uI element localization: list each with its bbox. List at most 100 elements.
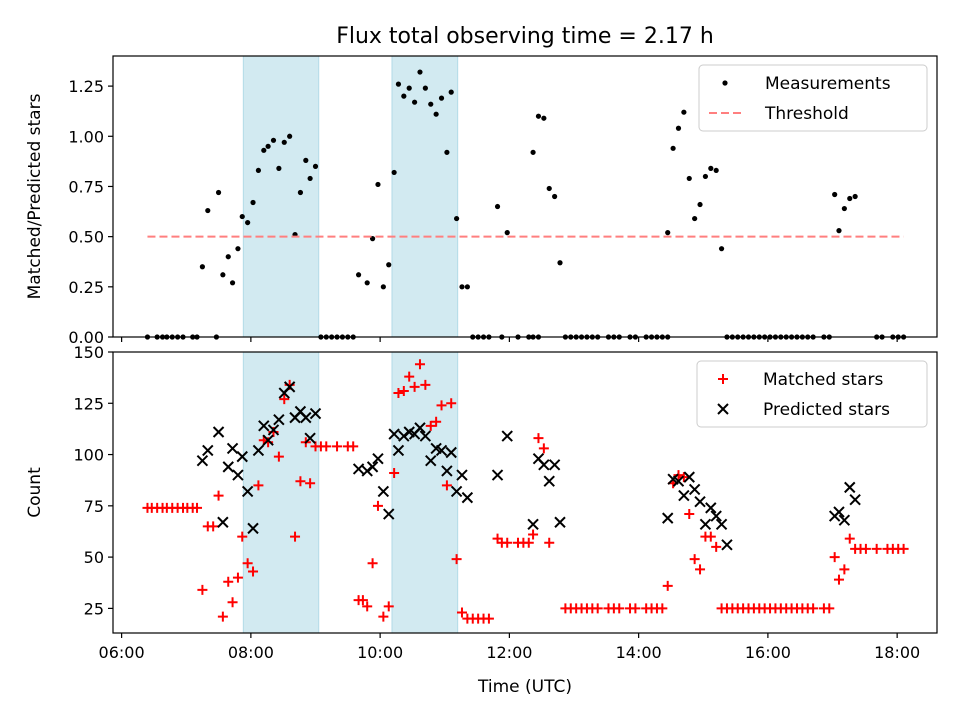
ratio-panel: 0.00 0.25 0.50 0.75 1.00 1.25 Matched/Predicte… [25,55,938,347]
measurement-point [245,219,251,226]
measurement-point [595,334,601,340]
matched-stars-point [689,554,700,565]
series-predicted-stars [196,381,861,551]
predicted-stars-point [377,485,390,498]
legend: Measurements Threshold [698,64,928,132]
matched-stars-point [404,371,415,382]
y-tick-label: 75 [84,497,104,516]
measurement-point [541,115,547,121]
matched-stars-point [538,443,549,454]
measurement-point [401,93,407,99]
matched-stars-point [208,521,219,532]
measurement-point [745,334,752,340]
matched-stars-point [695,564,706,575]
measurement-point [821,334,827,340]
y-tick-label: 50 [84,548,104,567]
predicted-stars-point [212,426,225,438]
measurement-point [589,334,595,340]
measurement-point [810,334,816,340]
matched-stars-point [824,603,835,614]
predicted-stars-point [705,502,717,514]
predicted-stars-point [262,434,274,446]
measurement-point [713,167,719,174]
matched-stars-point [192,502,203,513]
measurement-point [794,334,800,340]
measurement-point [194,334,200,340]
measurement-point [686,175,692,182]
matched-stars-point [436,400,447,411]
predicted-stars-point [383,508,395,520]
measurement-point [681,109,687,115]
measurement-point [616,334,622,340]
matched-stars-point [378,611,389,622]
matched-stars-point [420,379,431,390]
measurement-point [312,163,319,169]
predicted-stars-point [222,461,234,473]
measurement-point [144,334,151,340]
predicted-stars-point [844,481,856,494]
predicted-stars-point [715,518,728,530]
y-tick-label: 125 [73,394,104,413]
matched-stars-point [844,533,855,544]
measurement-point [422,85,428,91]
measurement-point [391,169,397,176]
y-tick-label: 100 [73,446,104,465]
measurement-point [270,137,277,143]
matched-stars-point [279,394,290,405]
measurement-point [297,189,304,196]
count-panel: 25 50 75 100 125 150 06:00 08:00 10:00 12:00 14:00… [25,343,938,662]
measurement-point [665,230,671,236]
predicted-stars-point [304,432,316,444]
predicted-stars-point [683,471,695,483]
predicted-stars-point [309,407,322,420]
matched-stars-point [367,558,378,569]
y-tick-label: 25 [84,599,104,618]
predicted-stars-point [283,381,296,393]
measurement-point [702,173,709,180]
measurement-point [486,334,492,340]
predicted-stars-point [252,444,265,457]
predicted-stars-point [678,489,690,502]
matched-stars-point [446,398,457,409]
measurement-point [395,81,402,87]
matched-stars-point [362,601,373,612]
matched-stars-point [197,584,208,595]
matched-stars-point [705,531,716,542]
measurement-point [799,334,805,340]
measurement-point [433,111,439,117]
matched-stars-point [305,478,316,489]
measurement-point [740,334,746,340]
measurement-point [895,334,901,340]
matched-stars-point [348,441,359,452]
measurement-point [339,334,346,340]
measurement-point [334,334,340,340]
legend-label: Matched stars [763,370,883,390]
measurement-point [535,113,542,119]
measurement-point [494,203,501,210]
predicted-stars-point [501,430,513,442]
measurement-point [832,191,838,198]
predicted-stars-point [247,522,259,535]
measurement-point [562,334,568,340]
legend-predicted-swatch [717,403,729,415]
matched-stars-point [483,613,494,624]
matched-stars-point [389,468,400,479]
predicted-stars-point [236,450,248,463]
measurement-point [250,199,256,206]
measurement-point [665,334,671,340]
matched-stars-point [592,603,603,614]
predicted-stars-point [554,516,566,528]
legend-label: Predicted stars [763,400,890,420]
matched-stars-point [544,537,555,548]
predicted-stars-point [392,444,405,457]
matched-stars-point [217,611,228,622]
matched-stars-point [321,441,332,452]
measurement-point [578,334,585,340]
matched-stars-point [332,441,343,452]
measurement-point [852,193,858,200]
x-axis-label: Time (UTC) [477,677,572,697]
predicted-stars-point [833,506,845,518]
observing-window-2 [391,351,459,634]
measurement-point [281,139,287,145]
